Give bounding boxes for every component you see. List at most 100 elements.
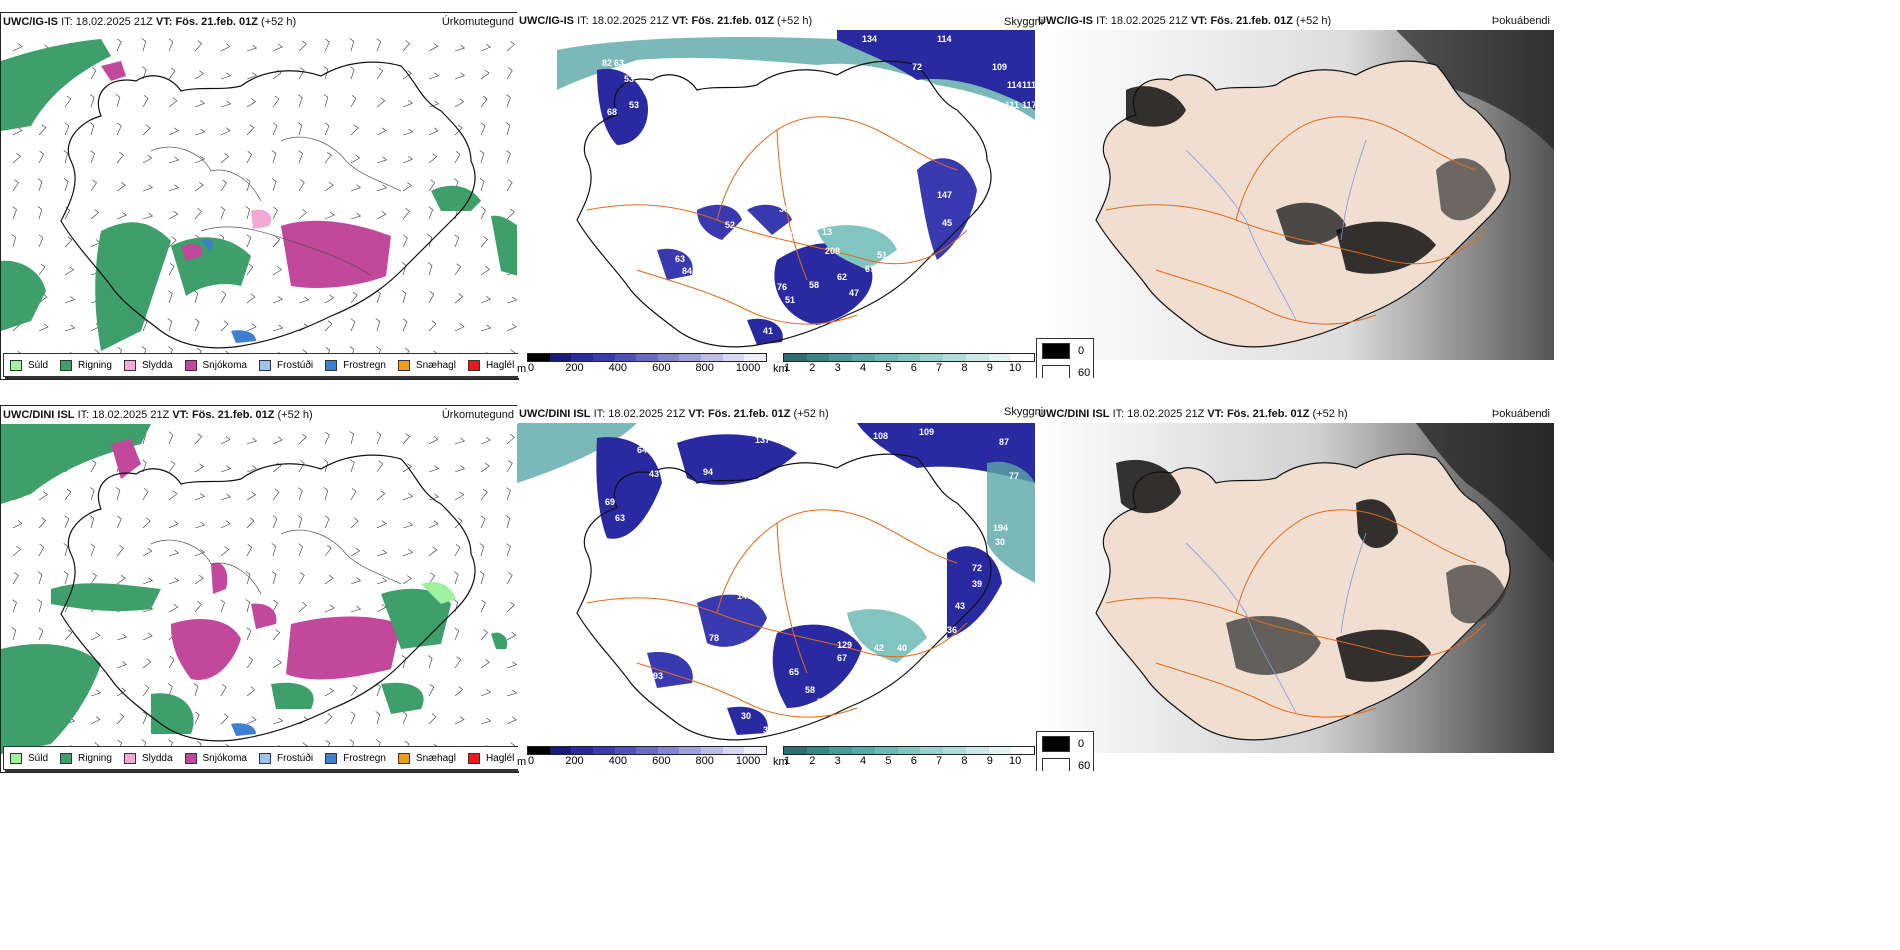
scale-tick-label: 7 bbox=[936, 362, 943, 374]
wind-barb bbox=[116, 661, 127, 669]
wind-barb bbox=[246, 465, 258, 473]
wind-barb bbox=[272, 95, 280, 108]
iceland-coastline bbox=[576, 60, 992, 348]
wind-barb bbox=[298, 433, 307, 445]
wind-barb bbox=[402, 40, 411, 52]
legend-label: Frostúði bbox=[276, 752, 314, 764]
wind-barb bbox=[116, 38, 122, 52]
wind-barb bbox=[506, 208, 515, 220]
wind-barb bbox=[64, 324, 76, 332]
legend-label: Slydda bbox=[141, 752, 173, 764]
visibility-number: 40 bbox=[897, 643, 907, 653]
visibility-number: 76 bbox=[777, 282, 787, 292]
wind-barb bbox=[272, 296, 283, 304]
wind-barb bbox=[220, 127, 231, 136]
wind-barb bbox=[272, 436, 283, 445]
legend-label: Rigning bbox=[78, 752, 112, 764]
wind-barb bbox=[454, 234, 460, 248]
visibility-number: 146 bbox=[737, 591, 752, 601]
precip-title: Úrkomutegund bbox=[441, 409, 514, 421]
wind-barb bbox=[194, 493, 205, 501]
wind-barb bbox=[12, 43, 23, 52]
wind-barb bbox=[454, 544, 461, 557]
wind-barb bbox=[298, 460, 305, 473]
precip-areas bbox=[1, 424, 508, 754]
scale-segment bbox=[614, 747, 637, 754]
visibility-number: 60 bbox=[785, 230, 795, 240]
wind-barb bbox=[324, 687, 335, 697]
visibility-number: 13 bbox=[822, 227, 832, 237]
wind-barb bbox=[454, 293, 464, 304]
wind-barb bbox=[220, 546, 230, 557]
wind-barb bbox=[480, 296, 491, 304]
visibility-fields bbox=[557, 30, 1035, 345]
visibility-number: 57 bbox=[657, 284, 667, 294]
wind-barb bbox=[376, 577, 388, 585]
legend-label: Snjókoma bbox=[202, 752, 247, 764]
wind-barb bbox=[298, 67, 305, 80]
it-value: 18.02.2025 21Z bbox=[1110, 15, 1188, 27]
wind-barb bbox=[168, 603, 179, 613]
legend-swatch bbox=[397, 752, 410, 764]
wind-barb bbox=[168, 290, 173, 304]
lead-time: (+52 h) bbox=[1312, 408, 1348, 420]
scale-segment bbox=[549, 354, 572, 361]
scale-segment bbox=[679, 747, 702, 754]
visibility-number: 60 bbox=[657, 240, 667, 250]
legend-swatch bbox=[10, 359, 22, 371]
legend-label: Slydda bbox=[141, 359, 173, 371]
fog-legend-row: 60 bbox=[1042, 365, 1090, 378]
wind-barb bbox=[246, 517, 255, 529]
wind-barb bbox=[480, 689, 491, 697]
wind-barb bbox=[298, 150, 303, 164]
wind-barb bbox=[90, 716, 101, 725]
visibility-number: 147 bbox=[937, 190, 952, 200]
wind-barb bbox=[12, 546, 21, 557]
fog-legend: 0 60 bbox=[1036, 731, 1094, 771]
visibility-number: 65 bbox=[789, 667, 799, 677]
wind-barb bbox=[428, 683, 435, 697]
wind-barb bbox=[454, 98, 465, 108]
wind-barb bbox=[11, 234, 17, 248]
wind-barb bbox=[480, 629, 488, 641]
wind-barb bbox=[480, 717, 492, 725]
wind-barb bbox=[324, 38, 330, 52]
wind-barb bbox=[142, 95, 149, 108]
scale-segment bbox=[852, 354, 875, 361]
wind-barb bbox=[376, 38, 382, 52]
wind-barb bbox=[90, 689, 102, 697]
visibility-number: 194 bbox=[993, 523, 1008, 533]
legend-label: Rigning bbox=[78, 359, 112, 371]
fog-map-row1 bbox=[1036, 30, 1554, 360]
visibility-number: 39 bbox=[972, 579, 982, 589]
fog-legend-swatch bbox=[1042, 343, 1070, 359]
visibility-number: 43 bbox=[955, 601, 965, 611]
wind-barb bbox=[349, 38, 355, 52]
legend-label: Frostregn bbox=[343, 752, 386, 764]
wind-barb bbox=[375, 711, 381, 725]
wind-barb bbox=[142, 577, 154, 585]
visibility-number: 109 bbox=[992, 62, 1007, 72]
wind-barb bbox=[194, 100, 205, 108]
wind-barb bbox=[506, 689, 518, 697]
wind-barb bbox=[506, 631, 517, 641]
wind-barb bbox=[116, 633, 128, 641]
wind-barb bbox=[428, 153, 438, 164]
legend-label: Frostregn bbox=[343, 359, 386, 371]
legend-swatch bbox=[325, 752, 338, 764]
wind-barb bbox=[246, 686, 256, 697]
scale-segment bbox=[1011, 354, 1035, 361]
scale-segment bbox=[592, 354, 615, 361]
wind-barb bbox=[350, 577, 362, 585]
lead-time: (+52 h) bbox=[1296, 15, 1332, 27]
wind-barb bbox=[90, 572, 97, 585]
vt-label: VT: bbox=[688, 408, 705, 420]
wind-barb bbox=[350, 517, 359, 529]
wind-barb bbox=[194, 575, 204, 585]
wind-barb bbox=[428, 43, 439, 52]
wind-barb bbox=[116, 211, 127, 220]
wind-barb bbox=[116, 713, 125, 725]
wind-barb bbox=[142, 517, 151, 529]
legend-item: Frostregn bbox=[325, 752, 386, 764]
wind-barb bbox=[220, 100, 232, 108]
